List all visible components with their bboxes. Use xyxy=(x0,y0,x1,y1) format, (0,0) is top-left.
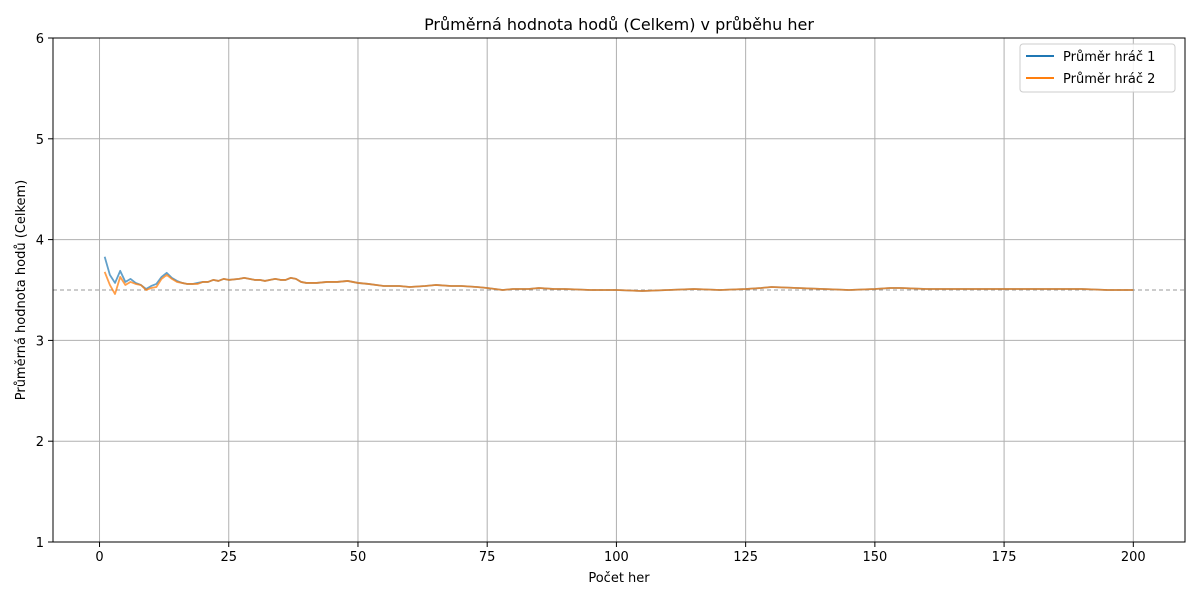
y-tick-label: 2 xyxy=(36,435,44,450)
x-tick-label: 25 xyxy=(220,550,237,565)
legend-item-2: Průměr hráč 2 xyxy=(1026,72,1155,87)
y-axis: 1 2 3 4 5 6 xyxy=(36,32,53,551)
x-tick-label: 200 xyxy=(1121,550,1146,565)
legend-label: Průměr hráč 2 xyxy=(1063,72,1155,87)
y-tick-label: 5 xyxy=(36,133,44,148)
y-tick-label: 1 xyxy=(36,536,44,551)
series-2 xyxy=(103,271,1134,295)
legend: Průměr hráč 1 Průměr hráč 2 xyxy=(1019,43,1176,93)
series-line-2 xyxy=(103,271,1134,295)
x-axis: 0 25 50 75 100 125 150 175 200 xyxy=(95,542,1146,565)
series-layer xyxy=(103,256,1134,295)
x-tick-label: 175 xyxy=(992,550,1017,565)
x-tick-label: 100 xyxy=(604,550,629,565)
y-tick-label: 6 xyxy=(36,32,44,47)
x-tick-label: 75 xyxy=(479,550,496,565)
x-axis-title: Počet her xyxy=(588,571,650,586)
legend-item-1: Průměr hráč 1 xyxy=(1026,50,1155,65)
chart-title: Průměrná hodnota hodů (Celkem) v průběhu… xyxy=(424,15,814,34)
legend-label: Průměr hráč 1 xyxy=(1063,50,1155,65)
x-tick-label: 50 xyxy=(350,550,367,565)
x-tick-label: 150 xyxy=(862,550,887,565)
y-tick-label: 3 xyxy=(36,334,44,349)
x-tick-label: 125 xyxy=(733,550,758,565)
plot-frame xyxy=(52,37,1186,543)
legend-box xyxy=(1019,43,1176,93)
y-axis-title: Průměrná hodnota hodů (Celkem) xyxy=(14,180,29,401)
y-tick-label: 4 xyxy=(36,234,44,249)
x-tick-label: 0 xyxy=(95,550,103,565)
